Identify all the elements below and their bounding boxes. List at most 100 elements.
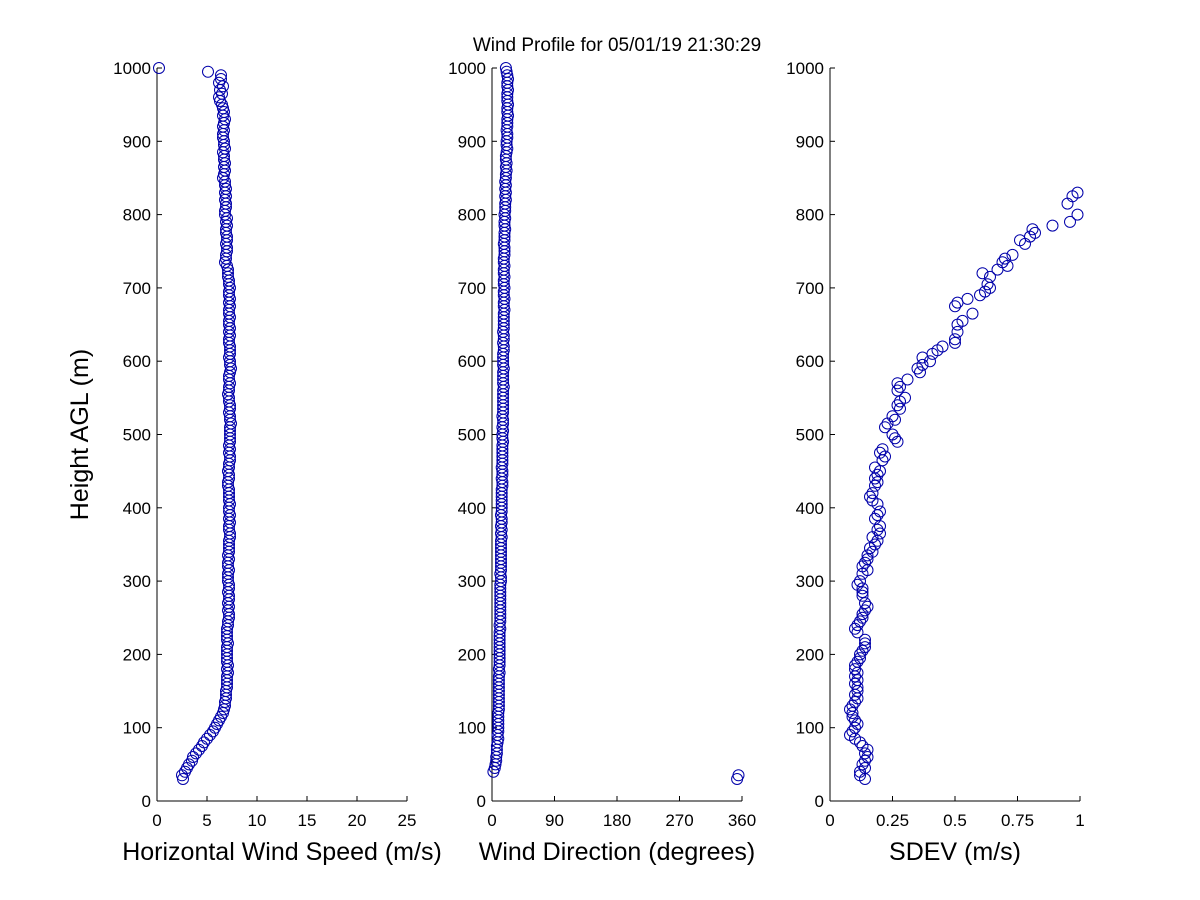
data-point <box>894 380 906 393</box>
x-tick-label: 0.25 <box>876 811 909 830</box>
data-point <box>153 62 165 74</box>
data-point <box>869 472 881 485</box>
data-point <box>891 399 904 412</box>
data-point <box>889 432 901 445</box>
data-point <box>219 193 231 206</box>
data-point <box>991 263 1004 276</box>
data-point <box>1064 215 1076 228</box>
data-point <box>864 490 876 503</box>
data-point <box>856 758 869 771</box>
y-tick-label: 400 <box>458 499 486 518</box>
x-tick-label: 25 <box>398 811 417 830</box>
wind-speed-panel: 0 100 200 300 400 500 600 700 800 900 1000 0 5 10 15 20… <box>66 59 442 866</box>
y-tick-label: 300 <box>458 572 486 591</box>
data-point <box>859 773 871 785</box>
data-point <box>949 300 961 313</box>
x-axis-label: SDEV (m/s) <box>889 838 1021 866</box>
data-point <box>869 512 881 525</box>
data-point <box>193 743 205 756</box>
x-tick-label: 90 <box>545 811 564 830</box>
data-point <box>871 534 884 547</box>
data-point <box>859 633 871 646</box>
data-point <box>951 296 964 309</box>
data-point <box>223 446 235 459</box>
data-point <box>961 292 974 305</box>
data-point <box>924 355 936 368</box>
data-point <box>204 729 216 741</box>
data-point <box>951 318 964 331</box>
data-point <box>851 718 864 730</box>
data-point <box>876 443 889 456</box>
data-point <box>871 468 884 481</box>
data-point <box>874 527 886 540</box>
data-point <box>849 721 861 734</box>
data-point <box>859 597 871 610</box>
y-axis-label: Height AGL (m) <box>66 349 94 520</box>
data-point <box>981 278 994 291</box>
data-point <box>1026 223 1039 236</box>
y-tick-label: 700 <box>796 279 824 298</box>
y-tick-label: 500 <box>796 426 824 445</box>
x-tick-label: 0 <box>487 811 496 830</box>
data-point <box>219 113 231 126</box>
data-point <box>999 252 1011 265</box>
data-point <box>490 754 503 767</box>
data-point <box>866 487 879 500</box>
y-tick-label: 100 <box>458 719 486 738</box>
y-tick-label: 100 <box>796 719 824 738</box>
y-tick-label: 300 <box>796 572 824 591</box>
data-point <box>207 725 219 738</box>
data-point <box>856 582 869 595</box>
data-point <box>894 402 906 415</box>
data-point <box>222 604 234 617</box>
y-tick-label: 0 <box>142 792 151 811</box>
data-point <box>849 622 861 635</box>
data-point <box>224 329 236 342</box>
data-point <box>859 747 871 760</box>
data-point <box>218 703 230 716</box>
data-point <box>216 87 228 100</box>
data-point <box>859 556 871 569</box>
x-tick-label: 0.5 <box>943 811 967 830</box>
data-point <box>849 688 861 701</box>
data-point <box>196 740 208 752</box>
data-point <box>176 769 188 782</box>
data-point <box>856 608 869 621</box>
data-point <box>849 663 861 676</box>
data-point <box>849 677 861 690</box>
y-tick-label: 900 <box>123 132 151 151</box>
data-point <box>861 751 874 763</box>
data-point <box>487 765 500 778</box>
y-tick-label: 700 <box>123 279 151 298</box>
y-tick-label: 700 <box>458 279 486 298</box>
y-tick-label: 600 <box>458 352 486 371</box>
data-point <box>916 351 929 364</box>
data-point <box>914 366 926 379</box>
data-point <box>849 696 861 708</box>
y-tick-label: 200 <box>123 645 151 664</box>
data-point <box>856 586 869 599</box>
data-point <box>856 567 869 580</box>
data-point <box>849 714 861 727</box>
data-point <box>849 670 861 683</box>
y-tick-label: 800 <box>458 206 486 225</box>
data-point <box>851 666 864 679</box>
data-point <box>213 76 225 89</box>
x-tick-label: 180 <box>603 811 631 830</box>
x-tick-label: 1 <box>1075 811 1084 830</box>
data-point <box>1014 234 1026 247</box>
data-point <box>1071 208 1084 221</box>
data-point <box>220 237 232 250</box>
data-point <box>225 362 237 375</box>
y-tick-label: 1000 <box>448 59 486 78</box>
figure-title: Wind Profile for 05/01/19 21:30:29 <box>473 35 761 56</box>
data-point <box>224 498 236 511</box>
x-tick-label: 20 <box>348 811 367 830</box>
x-tick-label: 360 <box>728 811 756 830</box>
x-tick-label: 0 <box>825 811 834 830</box>
data-point <box>861 549 874 562</box>
y-tick-label: 200 <box>796 645 824 664</box>
y-tick-label: 900 <box>796 132 824 151</box>
data-point <box>851 685 864 697</box>
